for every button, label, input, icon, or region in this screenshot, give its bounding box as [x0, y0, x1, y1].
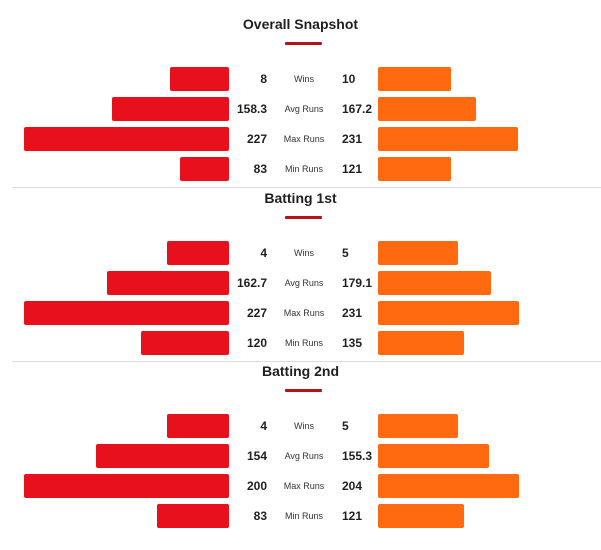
stat-label: Max Runs: [283, 481, 325, 491]
left-team-bar: [24, 474, 229, 498]
section-title-underline: [285, 42, 322, 45]
section-divider: [12, 187, 601, 188]
left-team-bar: [141, 331, 229, 355]
stat-row: 120 Min Runs 135: [0, 331, 601, 355]
right-team-value: 231: [342, 306, 363, 320]
left-team-bar: [107, 271, 229, 295]
left-team-bar: [96, 444, 229, 468]
left-team-value: 4: [260, 419, 267, 433]
right-team-value: 231: [342, 132, 363, 146]
stat-label: Min Runs: [284, 338, 323, 348]
right-team-bar: [378, 127, 518, 151]
right-team-value: 179.1: [342, 276, 373, 290]
left-team-bar: [24, 301, 229, 325]
right-team-bar: [378, 414, 458, 438]
section-title-underline: [285, 216, 322, 219]
left-team-bar: [170, 67, 229, 91]
right-team-value: 121: [342, 162, 363, 176]
right-team-value: 204: [342, 479, 363, 493]
left-team-bar: [157, 504, 229, 528]
left-team-value: 83: [253, 162, 267, 176]
right-team-bar: [378, 157, 451, 181]
stat-label: Wins: [294, 248, 314, 258]
left-team-value: 4: [260, 246, 267, 260]
stat-row: 4 Wins 5: [0, 241, 601, 265]
right-team-bar: [378, 504, 464, 528]
right-team-bar: [378, 444, 489, 468]
section-title-underline: [285, 389, 322, 392]
right-team-bar: [378, 301, 519, 325]
stat-label: Avg Runs: [284, 451, 324, 461]
right-team-bar: [378, 241, 458, 265]
left-team-value: 227: [246, 306, 267, 320]
right-team-bar: [378, 97, 476, 121]
stat-label: Wins: [294, 421, 314, 431]
left-team-value: 162.7: [236, 276, 267, 290]
right-team-value: 135: [342, 336, 363, 350]
stat-label: Wins: [294, 74, 314, 84]
right-team-bar: [378, 67, 451, 91]
right-team-value: 155.3: [342, 449, 373, 463]
stat-label: Min Runs: [284, 511, 323, 521]
section-title: Overall Snapshot: [242, 16, 359, 32]
right-team-value: 121: [342, 509, 363, 523]
left-team-value: 8: [260, 72, 267, 86]
left-team-bar: [112, 97, 229, 121]
stat-label: Min Runs: [284, 164, 323, 174]
stat-row: 4 Wins 5: [0, 414, 601, 438]
right-team-bar: [378, 474, 519, 498]
right-team-value: 5: [342, 419, 349, 433]
left-team-value: 158.3: [236, 102, 267, 116]
left-team-bar: [167, 241, 229, 265]
left-team-bar: [167, 414, 229, 438]
section-title: Batting 1st: [264, 190, 337, 206]
right-team-bar: [378, 271, 491, 295]
left-team-value: 227: [246, 132, 267, 146]
left-team-value: 154: [246, 449, 267, 463]
section-title: Batting 2nd: [262, 363, 339, 379]
stat-row: 162.7 Avg Runs 179.1: [0, 271, 601, 295]
stat-label: Avg Runs: [284, 104, 324, 114]
left-team-value: 83: [253, 509, 267, 523]
left-team-bar: [180, 157, 229, 181]
stat-row: 200 Max Runs 204: [0, 474, 601, 498]
right-team-value: 167.2: [342, 102, 373, 116]
stat-row: 154 Avg Runs 155.3: [0, 444, 601, 468]
stat-row: 83 Min Runs 121: [0, 157, 601, 181]
stat-label: Avg Runs: [284, 278, 324, 288]
right-team-value: 5: [342, 246, 349, 260]
stat-row: 83 Min Runs 121: [0, 504, 601, 528]
stat-row: 227 Max Runs 231: [0, 127, 601, 151]
left-team-value: 200: [246, 479, 267, 493]
stat-row: 227 Max Runs 231: [0, 301, 601, 325]
left-team-value: 120: [246, 336, 267, 350]
right-team-bar: [378, 331, 464, 355]
stat-label: Max Runs: [283, 134, 325, 144]
section-divider: [12, 361, 601, 362]
stat-row: 158.3 Avg Runs 167.2: [0, 97, 601, 121]
stat-row: 8 Wins 10: [0, 67, 601, 91]
left-team-bar: [24, 127, 229, 151]
stat-label: Max Runs: [283, 308, 325, 318]
right-team-value: 10: [342, 72, 356, 86]
